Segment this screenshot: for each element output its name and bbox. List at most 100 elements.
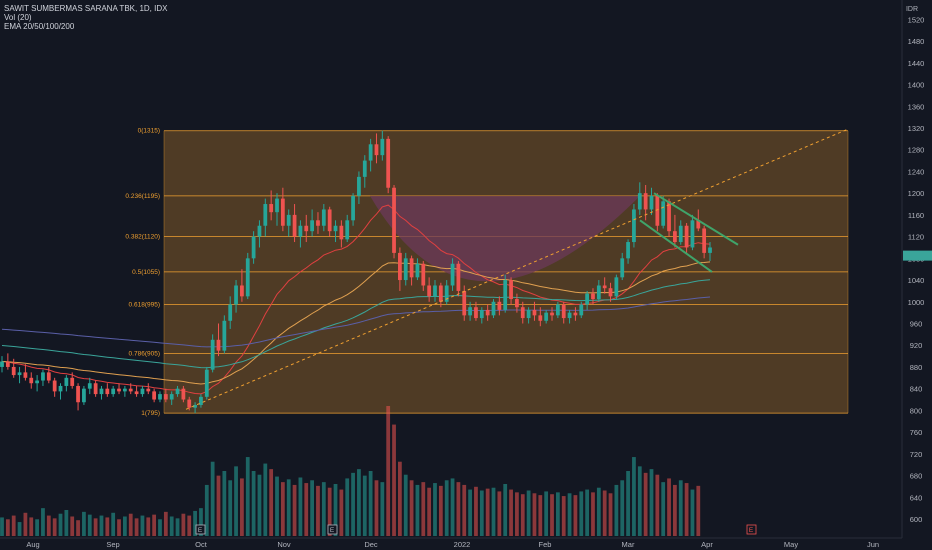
volume-bar bbox=[216, 475, 221, 536]
candle-body bbox=[122, 388, 127, 392]
fib-level-label: 1(795) bbox=[141, 410, 160, 417]
volume-bar bbox=[146, 517, 151, 536]
candle-body bbox=[321, 209, 326, 226]
candle-body bbox=[292, 214, 297, 237]
volume-bar bbox=[316, 485, 320, 536]
volume-bar bbox=[462, 484, 467, 536]
candle-body bbox=[626, 242, 630, 259]
candle-body bbox=[286, 214, 291, 226]
legend-ema: EMA 20/50/100/200 bbox=[4, 22, 75, 31]
candle-body bbox=[655, 195, 660, 226]
volume-bar bbox=[29, 517, 34, 536]
y-tick-label: 1360 bbox=[908, 102, 925, 111]
y-tick-label: 880 bbox=[910, 363, 923, 372]
x-tick-label: Mar bbox=[622, 540, 635, 549]
candle-body bbox=[222, 320, 227, 351]
volume-bar bbox=[643, 472, 648, 536]
candle-body bbox=[210, 339, 215, 370]
volume-bar bbox=[0, 517, 4, 536]
volume-bar bbox=[608, 493, 613, 536]
candle-body bbox=[684, 225, 689, 248]
volume-bar bbox=[257, 474, 262, 536]
fib-level-label: 0.618(995) bbox=[129, 301, 160, 308]
fib-level-label: 0.786(905) bbox=[129, 350, 160, 357]
candle-body bbox=[23, 372, 28, 378]
volume-bar bbox=[345, 478, 350, 536]
x-tick-label: Jun bbox=[867, 540, 879, 549]
candle-body bbox=[397, 252, 402, 281]
volume-bar bbox=[351, 472, 355, 536]
candle-body bbox=[392, 187, 396, 253]
y-tick-label: 1240 bbox=[908, 167, 925, 176]
candle-body bbox=[245, 258, 250, 297]
volume-bar bbox=[286, 479, 291, 536]
candle-body bbox=[339, 225, 344, 240]
volume-bar bbox=[210, 461, 215, 536]
volume-bar bbox=[690, 489, 695, 536]
candle-body bbox=[573, 312, 578, 316]
candle-body bbox=[497, 301, 502, 310]
y-tick-label: 1040 bbox=[908, 276, 925, 285]
volume-bar bbox=[596, 487, 601, 536]
ema-20-line bbox=[1, 204, 711, 395]
volume-bar bbox=[421, 482, 426, 536]
candle-body bbox=[515, 299, 519, 308]
volume-bar bbox=[11, 515, 16, 536]
volume-bar bbox=[632, 457, 636, 536]
candle-body bbox=[403, 258, 408, 281]
y-tick-label: 1320 bbox=[908, 124, 925, 133]
candle-body bbox=[374, 144, 379, 156]
volume-bar bbox=[362, 475, 367, 536]
legend-symbol: SAWIT SUMBERMAS SARANA TBK, 1D, IDX bbox=[4, 4, 168, 13]
earnings-marker-label: E bbox=[749, 527, 754, 534]
volume-bar bbox=[649, 469, 654, 536]
candle-body bbox=[637, 193, 642, 210]
chart-legend: SAWIT SUMBERMAS SARANA TBK, 1D, IDX Vol … bbox=[4, 4, 167, 31]
volume-bar bbox=[134, 518, 139, 536]
volume-bar bbox=[450, 478, 455, 536]
volume-bar bbox=[573, 495, 578, 536]
volume-bar bbox=[433, 483, 437, 536]
candle-body bbox=[438, 285, 443, 302]
candle-body bbox=[433, 285, 437, 297]
candle-body bbox=[474, 307, 478, 319]
volume-bar bbox=[321, 482, 326, 536]
candle-body bbox=[76, 385, 80, 403]
candle-body bbox=[661, 201, 666, 226]
candle-body bbox=[175, 388, 180, 395]
volume-bar bbox=[403, 474, 408, 536]
candle-body bbox=[561, 304, 566, 319]
y-tick-label: 1000 bbox=[908, 298, 925, 307]
candle-body bbox=[0, 361, 4, 367]
candle-body bbox=[567, 312, 572, 319]
volume-bar bbox=[392, 424, 396, 536]
volume-bar bbox=[46, 515, 51, 536]
y-tick-label: 1280 bbox=[908, 146, 925, 155]
candle-body bbox=[158, 394, 162, 400]
volume-bar bbox=[397, 461, 402, 536]
candle-body bbox=[35, 380, 39, 384]
candle-body bbox=[111, 388, 116, 395]
candle-body bbox=[555, 304, 560, 316]
y-tick-label: 960 bbox=[910, 320, 923, 329]
volume-bar bbox=[357, 469, 361, 536]
candle-body bbox=[5, 361, 10, 367]
earnings-marker bbox=[195, 524, 206, 535]
y-tick-label: 1480 bbox=[908, 37, 925, 46]
volume-bar bbox=[99, 515, 104, 536]
candle-body bbox=[538, 315, 543, 321]
volume-bar bbox=[292, 484, 297, 536]
candle-body bbox=[708, 247, 712, 253]
y-tick-label: 760 bbox=[910, 428, 923, 437]
volume-bar bbox=[105, 517, 110, 536]
candle-body bbox=[316, 220, 320, 226]
x-tick-label: 2022 bbox=[454, 540, 471, 549]
y-tick-label: 600 bbox=[910, 515, 923, 524]
volume-bar bbox=[438, 485, 443, 536]
volume-bar bbox=[339, 489, 344, 536]
y-tick-label: 1440 bbox=[908, 59, 925, 68]
volume-bar bbox=[520, 494, 525, 536]
volume-bar bbox=[128, 513, 133, 536]
y-tick-label: 1200 bbox=[908, 189, 925, 198]
